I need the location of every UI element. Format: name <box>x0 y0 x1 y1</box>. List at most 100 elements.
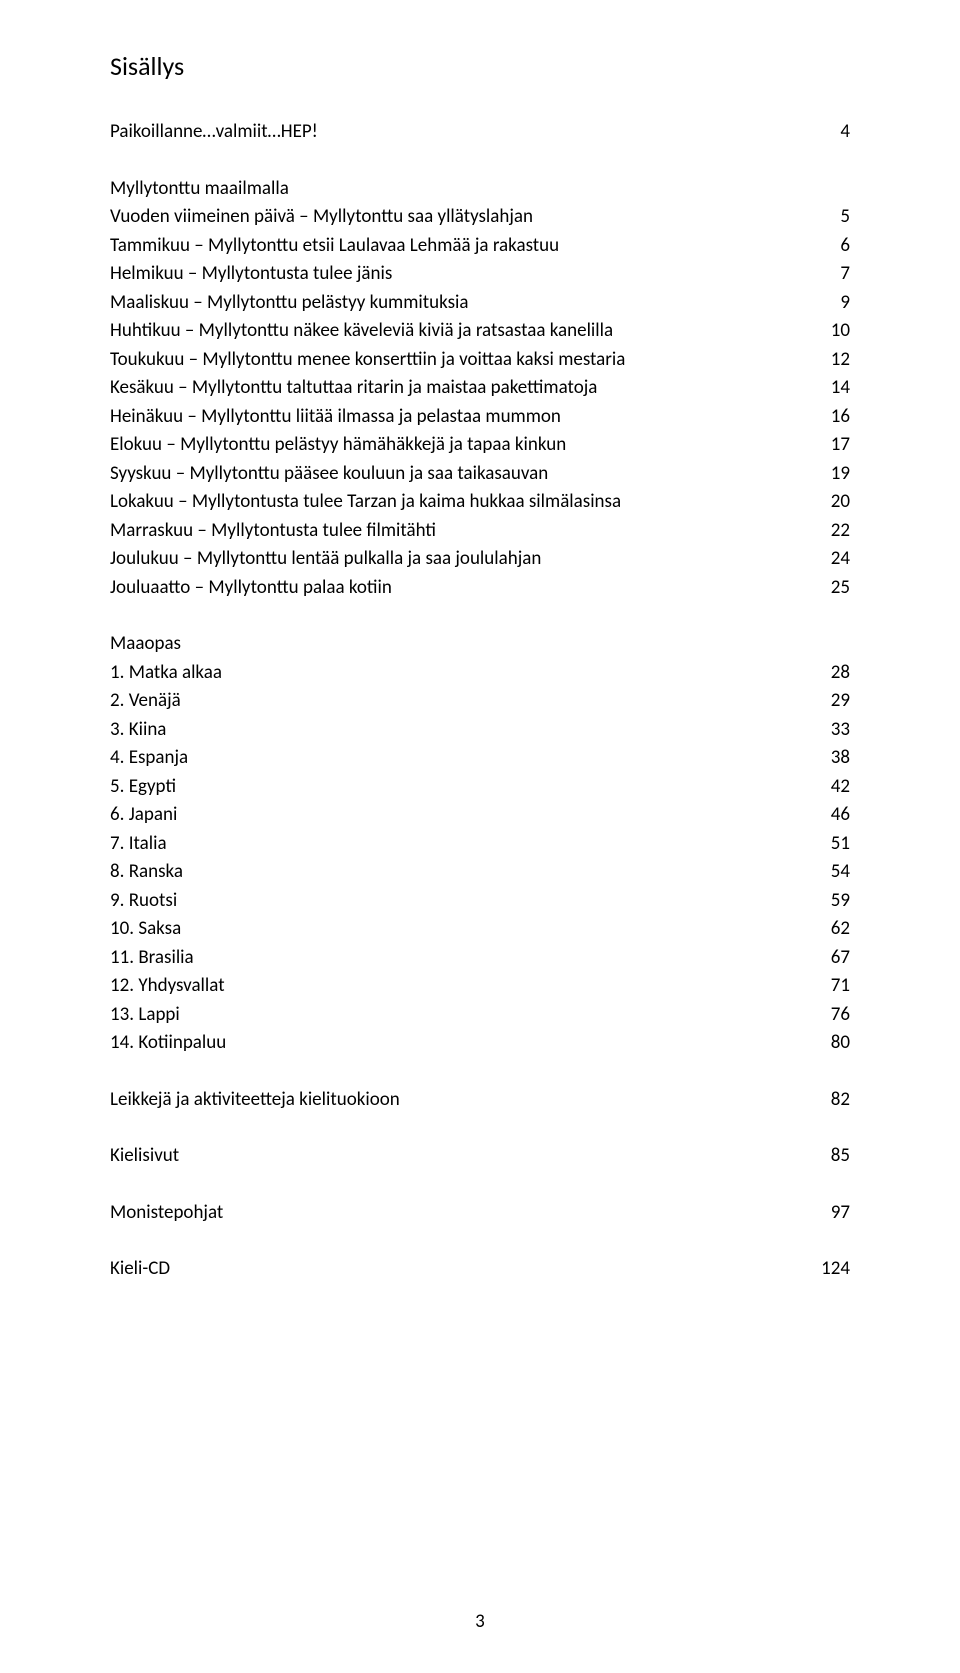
toc-page-number: 25 <box>810 574 850 603</box>
toc-label: 10. Saksa <box>110 915 810 944</box>
toc-label: Syyskuu – Myllytonttu pääsee kouluun ja … <box>110 460 810 489</box>
toc-label: Elokuu – Myllytonttu pelästyy hämähäkkej… <box>110 431 810 460</box>
toc-page-number: 54 <box>810 858 850 887</box>
toc-label: Monistepohjat <box>110 1199 810 1228</box>
toc-label: 8. Ranska <box>110 858 810 887</box>
toc-page-number: 124 <box>810 1255 850 1284</box>
toc-page-number: 59 <box>810 887 850 916</box>
toc-row: 1. Matka alkaa28 <box>110 659 850 688</box>
toc-label: Heinäkuu – Myllytonttu liitää ilmassa ja… <box>110 403 810 432</box>
section-subhead: Maaopas <box>110 630 850 659</box>
toc-label: Maaliskuu – Myllytonttu pelästyy kummitu… <box>110 289 810 318</box>
section-subhead: Myllytonttu maailmalla <box>110 175 850 204</box>
toc-page-number: 97 <box>810 1199 850 1228</box>
toc-row: Lokakuu – Myllytontusta tulee Tarzan ja … <box>110 488 850 517</box>
toc-row: Marraskuu – Myllytontusta tulee filmitäh… <box>110 517 850 546</box>
toc-row: Elokuu – Myllytonttu pelästyy hämähäkkej… <box>110 431 850 460</box>
toc-row: 13. Lappi76 <box>110 1001 850 1030</box>
toc-label: Vuoden viimeinen päivä – Myllytonttu saa… <box>110 203 810 232</box>
toc-label: Huhtikuu – Myllytonttu näkee käveleviä k… <box>110 317 810 346</box>
toc-label: Kielisivut <box>110 1142 810 1171</box>
toc-label: 3. Kiina <box>110 716 810 745</box>
toc-label: 5. Egypti <box>110 773 810 802</box>
toc-row: 12. Yhdysvallat71 <box>110 972 850 1001</box>
spacer <box>110 1058 850 1086</box>
toc-page-number: 29 <box>810 687 850 716</box>
toc-label: Helmikuu – Myllytontusta tulee jänis <box>110 260 810 289</box>
spacer <box>110 1171 850 1199</box>
toc-label: 6. Japani <box>110 801 810 830</box>
toc-page-number: 51 <box>810 830 850 859</box>
toc-page-number: 76 <box>810 1001 850 1030</box>
toc-row: Kielisivut85 <box>110 1142 850 1171</box>
toc-row: Monistepohjat97 <box>110 1199 850 1228</box>
toc-page-number: 82 <box>810 1086 850 1115</box>
toc-page-number: 42 <box>810 773 850 802</box>
toc-page: Sisällys Paikoillanne…valmiit…HEP! 4 Myl… <box>0 0 960 1673</box>
toc-page-number: 4 <box>810 118 850 147</box>
toc-label: 12. Yhdysvallat <box>110 972 810 1001</box>
toc-row: 9. Ruotsi59 <box>110 887 850 916</box>
toc-page-number: 7 <box>810 260 850 289</box>
toc-row: Kesäkuu – Myllytonttu taltuttaa ritarin … <box>110 374 850 403</box>
toc-page-number: 10 <box>810 317 850 346</box>
toc-page-number: 16 <box>810 403 850 432</box>
toc-page-number: 24 <box>810 545 850 574</box>
toc-row: Helmikuu – Myllytontusta tulee jänis7 <box>110 260 850 289</box>
toc-page-number: 19 <box>810 460 850 489</box>
toc-row: 8. Ranska54 <box>110 858 850 887</box>
toc-row: Heinäkuu – Myllytonttu liitää ilmassa ja… <box>110 403 850 432</box>
toc-page-number: 5 <box>810 203 850 232</box>
spacer <box>110 1114 850 1142</box>
toc-row: Maaliskuu – Myllytonttu pelästyy kummitu… <box>110 289 850 318</box>
toc-page-number: 17 <box>810 431 850 460</box>
toc-page-number: 62 <box>810 915 850 944</box>
toc-page-number: 71 <box>810 972 850 1001</box>
toc-row: 2. Venäjä29 <box>110 687 850 716</box>
toc-page-number: 6 <box>810 232 850 261</box>
toc-label: Kesäkuu – Myllytonttu taltuttaa ritarin … <box>110 374 810 403</box>
toc-row: Vuoden viimeinen päivä – Myllytonttu saa… <box>110 203 850 232</box>
toc-page-number: 67 <box>810 944 850 973</box>
toc-label: 1. Matka alkaa <box>110 659 810 688</box>
toc-label: 2. Venäjä <box>110 687 810 716</box>
toc-label: 11. Brasilia <box>110 944 810 973</box>
toc-label: Tammikuu – Myllytonttu etsii Laulavaa Le… <box>110 232 810 261</box>
toc-row: 10. Saksa62 <box>110 915 850 944</box>
toc-row: 7. Italia51 <box>110 830 850 859</box>
toc-label: Paikoillanne…valmiit…HEP! <box>110 118 810 147</box>
toc-label: 9. Ruotsi <box>110 887 810 916</box>
spacer <box>110 1227 850 1255</box>
toc-row: Paikoillanne…valmiit…HEP! 4 <box>110 118 850 147</box>
toc-page-number: 46 <box>810 801 850 830</box>
toc-row: 6. Japani46 <box>110 801 850 830</box>
toc-label: 4. Espanja <box>110 744 810 773</box>
toc-row: Joulukuu – Myllytonttu lentää pulkalla j… <box>110 545 850 574</box>
toc-label: Lokakuu – Myllytontusta tulee Tarzan ja … <box>110 488 810 517</box>
toc-page-number: 80 <box>810 1029 850 1058</box>
toc-page-number: 28 <box>810 659 850 688</box>
toc-row: Tammikuu – Myllytonttu etsii Laulavaa Le… <box>110 232 850 261</box>
toc-page-number: 9 <box>810 289 850 318</box>
toc-page-number: 12 <box>810 346 850 375</box>
page-title: Sisällys <box>110 50 850 82</box>
toc-row: Huhtikuu – Myllytonttu näkee käveleviä k… <box>110 317 850 346</box>
toc-page-number: 22 <box>810 517 850 546</box>
footer-page-number: 3 <box>0 1610 960 1633</box>
toc-label: 7. Italia <box>110 830 810 859</box>
toc-label: 14. Kotiinpaluu <box>110 1029 810 1058</box>
toc-page-number: 14 <box>810 374 850 403</box>
toc-page-number: 38 <box>810 744 850 773</box>
spacer <box>110 602 850 630</box>
spacer <box>110 147 850 175</box>
toc-row: 14. Kotiinpaluu80 <box>110 1029 850 1058</box>
toc-label: Marraskuu – Myllytontusta tulee filmitäh… <box>110 517 810 546</box>
toc-row: 11. Brasilia67 <box>110 944 850 973</box>
toc-row: 4. Espanja38 <box>110 744 850 773</box>
toc-label: Toukukuu – Myllytonttu menee konserttiin… <box>110 346 810 375</box>
toc-label: Leikkejä ja aktiviteetteja kielituokioon <box>110 1086 810 1115</box>
toc-row: Jouluaatto – Myllytonttu palaa kotiin25 <box>110 574 850 603</box>
toc-page-number: 20 <box>810 488 850 517</box>
toc-page-number: 33 <box>810 716 850 745</box>
toc-row: 3. Kiina33 <box>110 716 850 745</box>
